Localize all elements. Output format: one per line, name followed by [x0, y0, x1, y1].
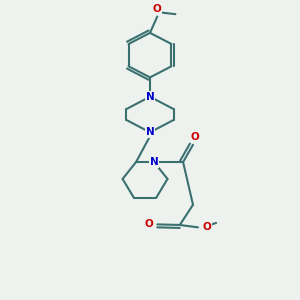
Text: O: O [202, 222, 211, 232]
Text: N: N [146, 92, 154, 102]
Text: O: O [153, 4, 162, 14]
Text: N: N [150, 157, 158, 167]
Text: O: O [145, 219, 153, 230]
Text: N: N [146, 127, 154, 137]
Text: O: O [190, 132, 199, 142]
